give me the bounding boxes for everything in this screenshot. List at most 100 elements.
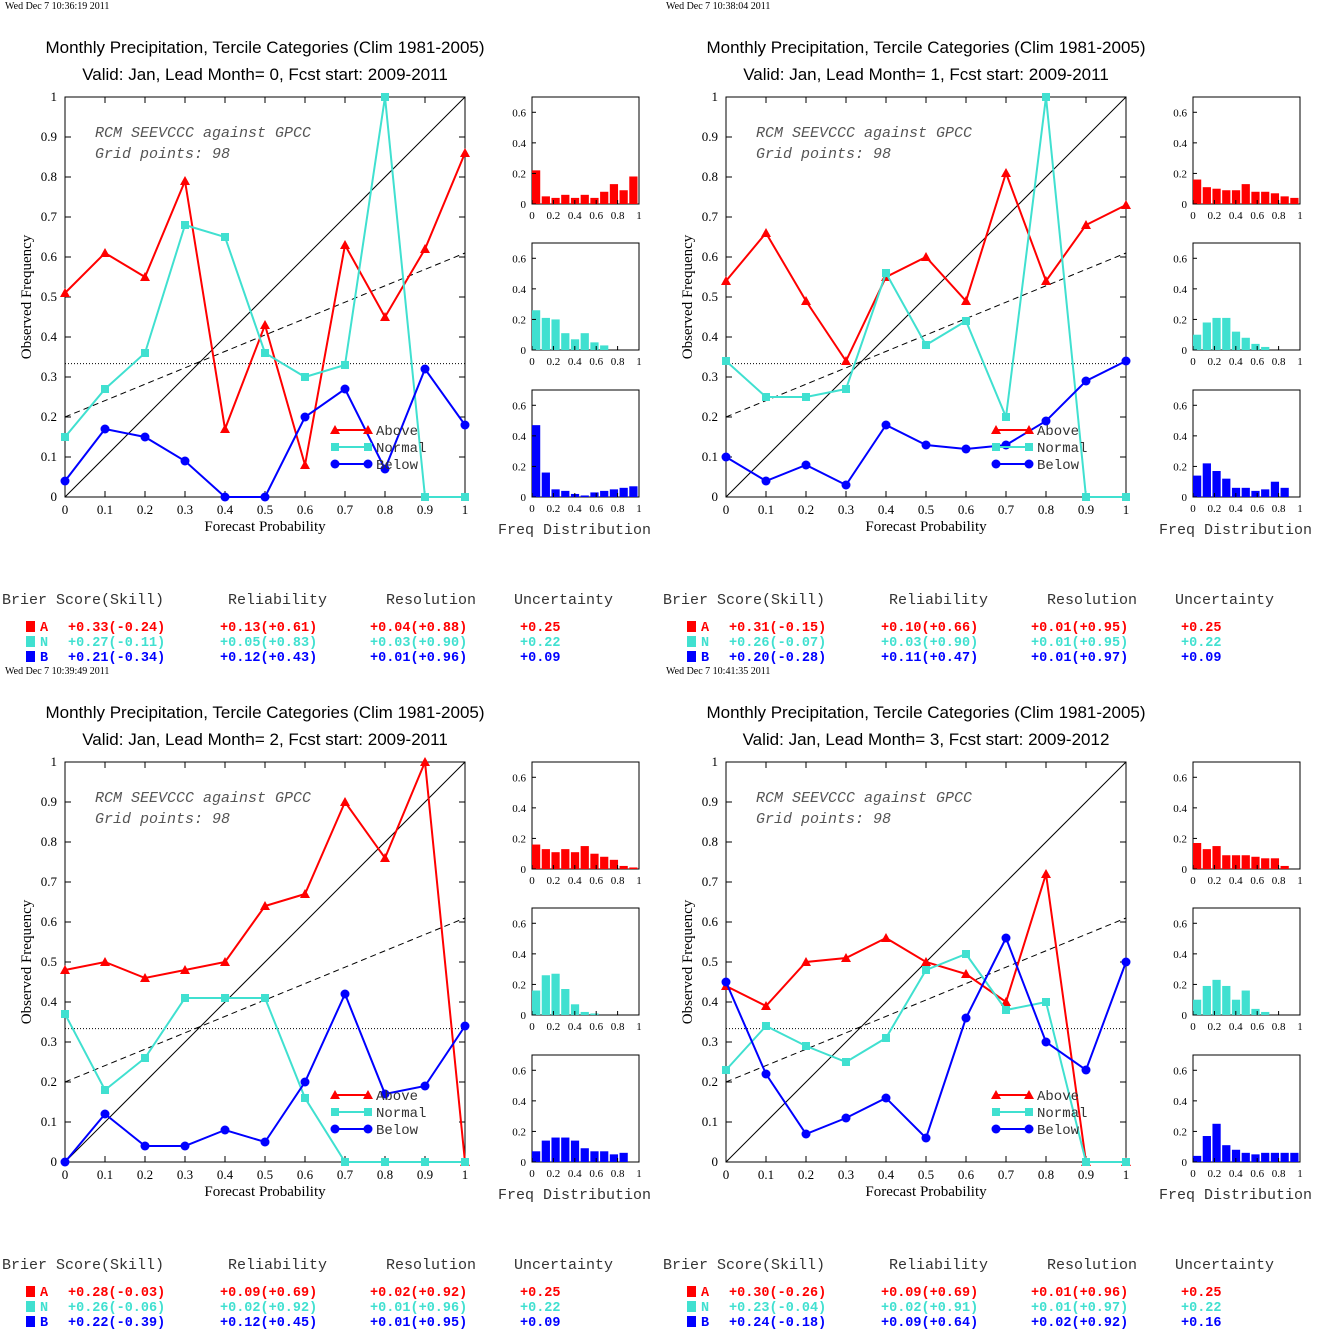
y-axis-label: Observed Frequency xyxy=(19,234,35,359)
freq-bar xyxy=(551,1137,560,1162)
histogram-above: 0 0.2 0.4 0.6 0 0.2 0.4 0.6 0.8 1 xyxy=(1173,761,1303,887)
data-point-above xyxy=(841,356,851,365)
freq-bar xyxy=(1241,855,1250,869)
freq-bar xyxy=(619,487,628,497)
hist-x-tick-label: 0.8 xyxy=(1272,1168,1286,1180)
brier-score: +0.33(-0.24) xyxy=(68,621,165,636)
panel-3: Wed Dec 7 10:41:35 2011 Monthly Precipita… xyxy=(663,666,1312,1330)
resolution-score: +0.01(+0.95) xyxy=(1031,621,1128,636)
hist-y-tick-label: 0.4 xyxy=(1173,949,1187,961)
legend-label: Below xyxy=(1037,458,1080,474)
resolution-score: +0.01(+0.96) xyxy=(370,651,467,666)
brier-score: +0.23(-0.04) xyxy=(729,1301,826,1316)
data-point-above xyxy=(881,933,891,942)
legend-marker xyxy=(363,459,373,469)
data-point-normal xyxy=(181,221,189,229)
freq-bar xyxy=(1222,855,1231,869)
freq-bar xyxy=(1251,490,1260,497)
legend-marker xyxy=(363,1090,373,1099)
freq-distribution-label: Freq Distribution xyxy=(1159,522,1312,539)
y-tick-label: 0 xyxy=(712,489,719,504)
hist-x-tick-label: 0.2 xyxy=(1208,1021,1222,1033)
data-point-above xyxy=(420,757,430,766)
hist-x-tick-label: 0.6 xyxy=(589,356,603,368)
x-tick-label: 1 xyxy=(1123,502,1130,517)
freq-bar xyxy=(600,856,609,869)
freq-bar xyxy=(551,852,560,869)
data-point-normal xyxy=(802,1042,810,1050)
hist-y-tick-label: 0 xyxy=(521,1010,527,1022)
y-tick-label: 0.5 xyxy=(702,289,718,304)
freq-bar xyxy=(1261,1011,1270,1015)
y-tick-label: 0.3 xyxy=(702,369,718,384)
data-point-below xyxy=(801,460,811,470)
data-point-normal xyxy=(261,349,269,357)
legend-marker xyxy=(991,1124,1001,1134)
x-tick-label: 0.1 xyxy=(97,1167,113,1182)
x-tick-label: 0.5 xyxy=(918,502,934,517)
x-tick-label: 0.7 xyxy=(337,502,354,517)
y-tick-label: 0.7 xyxy=(41,874,58,889)
data-point-above xyxy=(1081,220,1091,229)
hist-x-tick-label: 0.4 xyxy=(1229,503,1243,515)
freq-bar xyxy=(541,317,550,350)
data-point-below xyxy=(1121,356,1131,366)
histogram-normal: 0 0.2 0.4 0.6 0 0.2 0.4 0.6 0.8 1 xyxy=(512,242,642,368)
data-point-below xyxy=(801,1129,811,1139)
x-tick-label: 0.6 xyxy=(958,1167,975,1182)
freq-bar xyxy=(1202,849,1211,869)
freq-distribution-label: Freq Distribution xyxy=(498,1187,651,1204)
freq-bar xyxy=(619,1152,628,1162)
hist-x-tick-label: 0.8 xyxy=(1272,1021,1286,1033)
freq-bar xyxy=(532,990,541,1015)
y-tick-label: 0.1 xyxy=(41,1114,57,1129)
panel-0: Wed Dec 7 10:36:19 2011 Monthly Precipita… xyxy=(2,1,651,666)
hist-y-tick-label: 0.6 xyxy=(512,107,526,119)
data-point-below xyxy=(721,977,731,987)
freq-bar xyxy=(1222,478,1231,497)
data-point-normal xyxy=(301,1094,309,1102)
legend-marker xyxy=(331,443,339,451)
data-point-above xyxy=(340,240,350,249)
data-point-above xyxy=(1121,200,1131,209)
y-tick-label: 0.9 xyxy=(702,129,718,144)
hist-y-tick-label: 0 xyxy=(521,199,527,211)
x-tick-label: 0 xyxy=(723,502,730,517)
hist-y-tick-label: 0 xyxy=(521,864,527,876)
hist-x-tick-label: 0 xyxy=(1190,356,1196,368)
timestamp: Wed Dec 7 10:41:35 2011 xyxy=(666,666,770,677)
hist-x-tick-label: 1 xyxy=(636,503,642,515)
data-point-below xyxy=(1041,1037,1051,1047)
hist-x-tick-label: 1 xyxy=(636,875,642,887)
uncertainty-score: +0.09 xyxy=(1181,651,1222,666)
hist-y-tick-label: 0.6 xyxy=(1173,400,1187,412)
freq-bar xyxy=(629,867,638,869)
freq-bar xyxy=(1212,1123,1221,1162)
data-point-below xyxy=(380,464,390,474)
legend-marker xyxy=(1024,425,1034,434)
score-header: Uncertainty xyxy=(514,1257,613,1274)
hist-y-tick-label: 0 xyxy=(521,1157,527,1169)
hist-y-tick-label: 0 xyxy=(1182,1010,1188,1022)
score-category-swatch xyxy=(687,1316,696,1327)
hist-x-tick-label: 0 xyxy=(1190,1021,1196,1033)
hist-y-tick-label: 0 xyxy=(1182,864,1188,876)
x-tick-label: 0.8 xyxy=(1038,1167,1054,1182)
uncertainty-score: +0.25 xyxy=(1181,1286,1222,1301)
hist-y-tick-label: 0.2 xyxy=(1173,461,1187,473)
reliability-score: +0.02(+0.91) xyxy=(881,1301,978,1316)
data-point-above xyxy=(961,969,971,978)
x-tick-label: 0.7 xyxy=(337,1167,354,1182)
score-category: N xyxy=(701,636,709,651)
freq-bar xyxy=(600,345,609,350)
histogram-below: 0 0.2 0.4 0.6 0 0.2 0.4 0.6 0.8 1 xyxy=(512,389,642,515)
score-header: Resolution xyxy=(386,1257,476,1274)
hist-y-tick-label: 0.2 xyxy=(1173,833,1187,845)
freq-bar xyxy=(629,176,638,204)
freq-bar xyxy=(1270,193,1280,204)
histogram-frame xyxy=(531,96,640,205)
legend-marker xyxy=(363,425,373,434)
freq-bar xyxy=(1202,322,1211,350)
reliability-score: +0.10(+0.66) xyxy=(881,621,978,636)
